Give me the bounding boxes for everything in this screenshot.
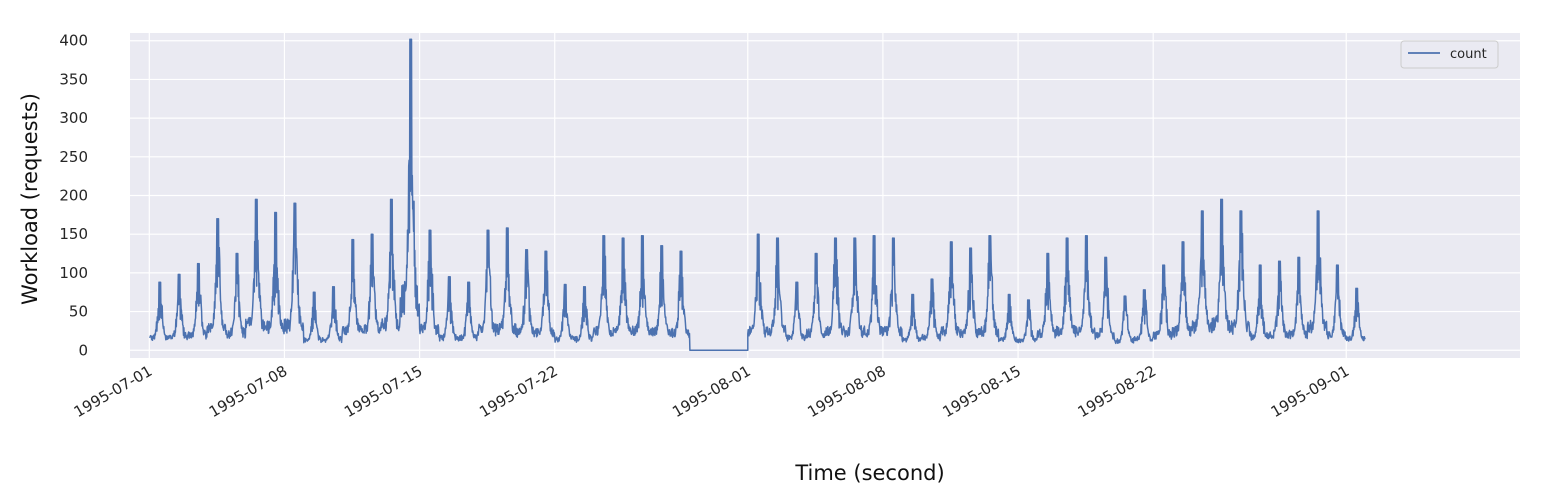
x-tick-label: 1995-07-15 <box>341 362 426 421</box>
y-tick-label: 50 <box>69 303 88 321</box>
x-tick-label: 1995-09-01 <box>1268 362 1353 421</box>
y-tick-label: 150 <box>59 225 88 243</box>
x-tick-label: 1995-08-15 <box>940 362 1025 421</box>
y-tick-label: 400 <box>59 32 88 50</box>
x-tick-label: 1995-08-08 <box>804 362 889 421</box>
y-tick-label: 0 <box>78 341 88 359</box>
horizontal-gridlines <box>130 40 1520 351</box>
y-tick-label: 350 <box>59 70 88 88</box>
x-tick-label: 1995-08-01 <box>669 362 754 421</box>
x-axis-title: Time (second) <box>794 461 944 485</box>
y-tick-label: 100 <box>59 264 88 282</box>
legend: count <box>1400 40 1499 69</box>
y-tick-label: 300 <box>59 109 88 127</box>
y-tick-label: 250 <box>59 148 88 166</box>
x-tick-label: 1995-07-22 <box>476 362 561 421</box>
x-tick-label: 1995-07-01 <box>71 362 156 421</box>
y-tick-labels: 0 50 100 150 200 250 300 350 400 <box>59 32 88 360</box>
x-tick-label: 1995-08-22 <box>1075 362 1160 421</box>
legend-box <box>1400 40 1499 69</box>
x-tick-label: 1995-07-08 <box>206 362 291 421</box>
y-tick-label: 200 <box>59 187 88 205</box>
y-axis-title: Workload (requests) <box>18 93 42 305</box>
series-line-count <box>148 38 1366 352</box>
legend-label-count: count <box>1450 47 1487 62</box>
series-layer <box>148 38 1366 352</box>
x-tick-labels: 1995-07-01 1995-07-08 1995-07-15 1995-07-22… <box>71 362 1352 421</box>
